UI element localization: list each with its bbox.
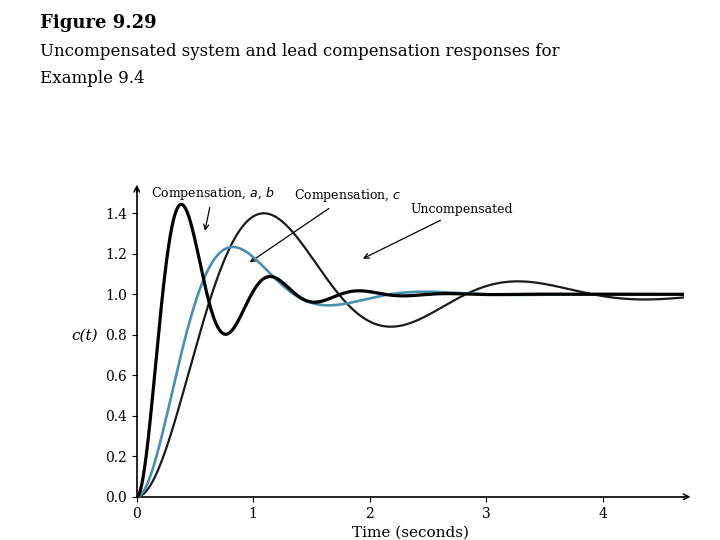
- Text: Example 9.4: Example 9.4: [40, 70, 144, 87]
- Text: Uncompensated: Uncompensated: [364, 203, 513, 258]
- X-axis label: Time (seconds): Time (seconds): [352, 526, 469, 540]
- Text: Figure 9.29: Figure 9.29: [40, 14, 156, 31]
- Text: Compensation, $c$: Compensation, $c$: [251, 187, 402, 261]
- Y-axis label: c(t): c(t): [71, 329, 97, 343]
- Text: Uncompensated system and lead compensation responses for: Uncompensated system and lead compensati…: [40, 43, 559, 60]
- Text: Compensation, $a$, $b$: Compensation, $a$, $b$: [150, 185, 274, 230]
